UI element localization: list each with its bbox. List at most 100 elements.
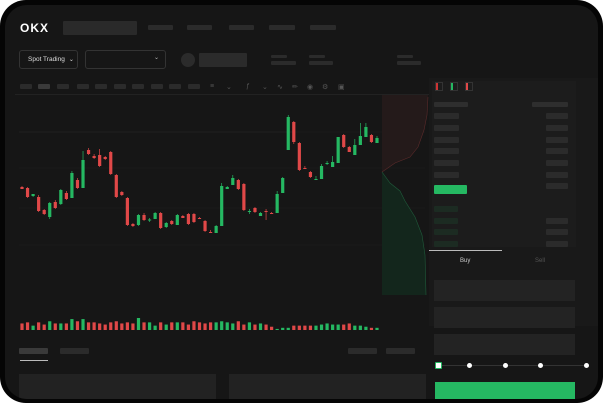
total-input[interactable] <box>434 334 575 355</box>
candle-body <box>131 224 135 226</box>
volume-bar <box>331 324 335 330</box>
candle-body <box>170 221 174 224</box>
timeframe-button[interactable] <box>132 84 144 89</box>
timeframe-button[interactable] <box>169 84 181 89</box>
candle-body <box>48 203 52 217</box>
candle-body <box>375 138 379 143</box>
volume-bar <box>186 324 191 330</box>
volume-bar <box>142 322 146 330</box>
chevron-down-icon[interactable]: ⌄ <box>262 84 268 91</box>
candle-body <box>136 215 141 225</box>
line-icon[interactable]: ∿ <box>277 84 283 91</box>
buy-submit-button[interactable] <box>435 382 575 399</box>
volume-bar <box>242 324 246 330</box>
fullscreen-icon[interactable]: ▣ <box>338 84 345 91</box>
volume-bar <box>98 323 102 330</box>
volume-bar <box>342 324 346 330</box>
candle-body <box>325 163 329 164</box>
slider-step[interactable] <box>503 363 508 368</box>
timeframe-button[interactable] <box>20 84 32 89</box>
candle-body <box>181 216 185 218</box>
timeframe-button[interactable] <box>77 84 89 89</box>
orderbook-buy-icon[interactable] <box>450 82 458 91</box>
volume-bar <box>31 325 35 330</box>
settings-icon[interactable]: ⚙ <box>322 84 329 91</box>
camera-icon[interactable]: ◉ <box>307 84 314 91</box>
candle-body <box>20 187 24 189</box>
search-bar[interactable] <box>63 21 137 35</box>
ask-amount <box>546 136 568 143</box>
volume-bar <box>192 321 196 330</box>
candle-body <box>142 215 146 220</box>
timeframe-button[interactable] <box>151 84 163 89</box>
filter-button[interactable] <box>386 348 415 354</box>
candle-body <box>42 210 46 214</box>
amount-input[interactable] <box>434 307 575 328</box>
chevron-down-icon: ⌄ <box>68 57 74 63</box>
volume-bar <box>270 326 274 330</box>
nav-item[interactable] <box>148 25 173 30</box>
timeframe-button[interactable] <box>38 84 50 89</box>
candlestick-chart[interactable] <box>5 95 430 335</box>
volume-bar <box>92 322 96 330</box>
nav-item[interactable] <box>269 25 295 30</box>
candle-body <box>70 173 74 198</box>
slider-step[interactable] <box>584 363 589 368</box>
filter-button[interactable] <box>348 348 377 354</box>
orderbook-sell-icon[interactable] <box>465 82 473 91</box>
nav-item[interactable] <box>310 25 336 30</box>
stat-value <box>397 61 421 65</box>
volume-bar <box>220 321 224 330</box>
tab-sell[interactable]: Sell <box>535 258 546 264</box>
candle-body <box>208 232 213 233</box>
candle-body <box>86 150 91 154</box>
nav-item[interactable] <box>187 25 212 30</box>
market-selector[interactable]: Spot Trading ⌄ <box>19 50 78 69</box>
candle-type-icon[interactable]: ≡ <box>210 83 215 90</box>
candle-body <box>98 155 102 166</box>
volume-bar <box>275 328 279 330</box>
order-book-header <box>532 102 568 107</box>
orderbook-both-icon[interactable] <box>435 82 443 91</box>
volume-bar <box>358 325 362 330</box>
tab-open-orders[interactable] <box>19 348 48 354</box>
timeframe-button[interactable] <box>57 84 69 89</box>
volume-bar <box>369 327 374 330</box>
tab-order-history[interactable] <box>60 348 89 354</box>
volume-bar <box>75 321 80 330</box>
bid-price <box>434 229 458 235</box>
okx-logo[interactable]: OKX <box>20 21 50 35</box>
divider <box>15 94 430 95</box>
tab-buy[interactable]: Buy <box>460 258 471 264</box>
candle-body <box>292 122 296 142</box>
indicator-icon[interactable]: ƒ <box>246 83 250 90</box>
slider-handle[interactable] <box>435 362 442 369</box>
nav-item[interactable] <box>229 25 254 30</box>
volume-bar <box>103 324 107 330</box>
slider-step[interactable] <box>467 363 472 368</box>
volume-bar <box>59 323 63 330</box>
timeframe-button[interactable] <box>114 84 126 89</box>
candle-body <box>114 175 118 197</box>
stat-label <box>309 55 325 58</box>
chevron-down-icon[interactable]: ⌄ <box>226 84 232 91</box>
timeframe-button[interactable] <box>188 84 200 89</box>
slider-step[interactable] <box>538 363 543 368</box>
price-input[interactable] <box>434 280 575 301</box>
buy-tab-underline <box>429 250 502 251</box>
ask-price <box>434 148 459 155</box>
bottom-card <box>19 374 216 399</box>
volume-bar <box>109 322 113 330</box>
candle-body <box>31 194 35 196</box>
candle-body <box>214 226 218 233</box>
ruler-icon[interactable]: ✏ <box>292 84 298 91</box>
ask-amount <box>546 183 568 189</box>
timeframe-button[interactable] <box>95 84 107 89</box>
volume-bar <box>42 324 46 330</box>
pair-selector[interactable]: ⌄ <box>85 50 166 69</box>
candle-body <box>92 156 96 158</box>
volume-bar <box>164 324 168 330</box>
volume-bar <box>131 323 135 330</box>
amount-slider[interactable] <box>438 365 588 366</box>
volume-bar <box>181 322 185 330</box>
